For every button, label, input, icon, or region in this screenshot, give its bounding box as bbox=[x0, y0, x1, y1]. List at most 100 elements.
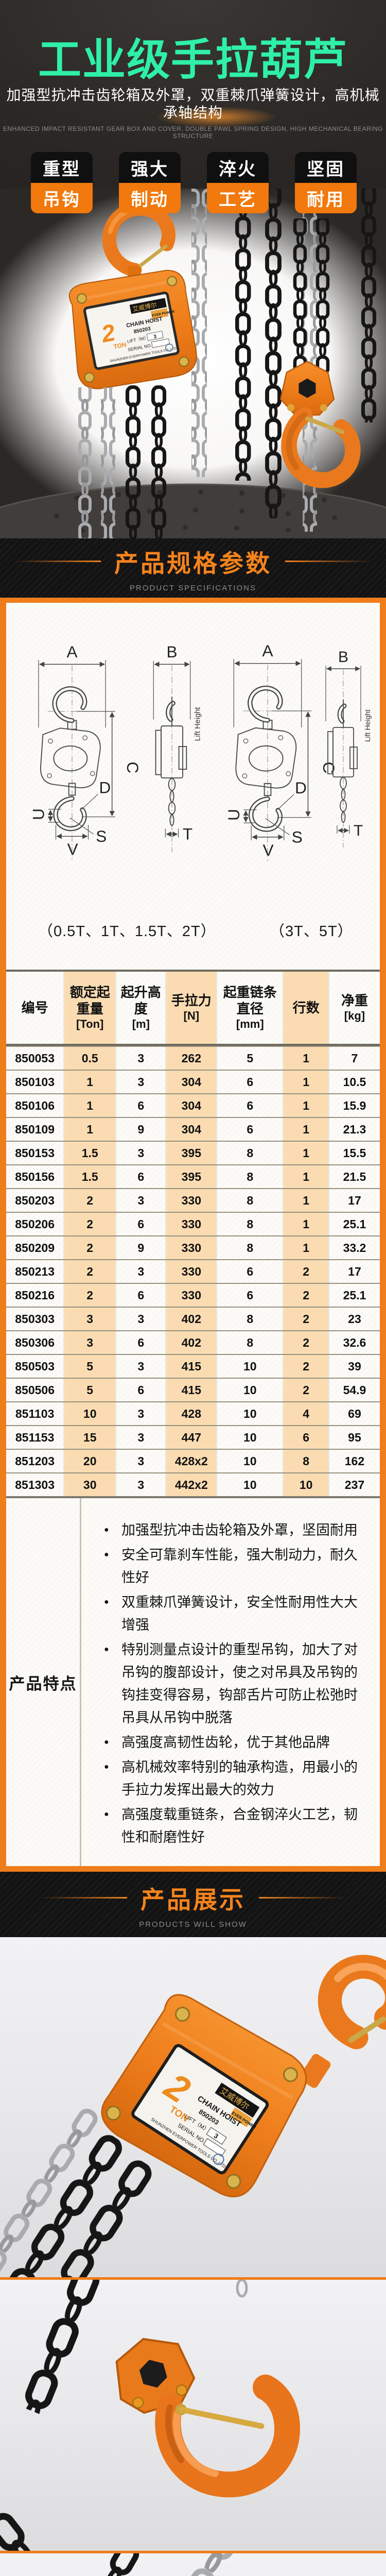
table-cell: 2 bbox=[284, 1331, 329, 1354]
table-cell: 3 bbox=[116, 1047, 167, 1070]
table-row: 850203 2 3 330 8 1 17 bbox=[6, 1188, 380, 1212]
table-cell: 850506 bbox=[6, 1379, 65, 1401]
feature-item: 特别测量点设计的重型吊钩，加大了对吊钩的腹部设计，使之对吊具及吊钩的钩挂变得容易… bbox=[104, 1638, 367, 1729]
header-unit: [N] bbox=[183, 1009, 200, 1022]
table-row: 850053 0.5 3 262 5 1 7 bbox=[6, 1046, 380, 1070]
table-cell: 1.5 bbox=[64, 1165, 117, 1188]
show-band-subtitle: PRODUCTS WILL SHOW bbox=[139, 1920, 247, 1929]
feature-badge-0: 重型 吊钩 bbox=[31, 152, 93, 213]
table-row: 850303 3 3 402 8 2 23 bbox=[6, 1307, 380, 1330]
table-cell: 1 bbox=[284, 1142, 329, 1164]
hero-subtitle-en: ENHANCED IMPACT RESISTANT GEAR BOX AND C… bbox=[3, 125, 383, 140]
table-cell: 330 bbox=[166, 1189, 218, 1212]
table-cell: 3 bbox=[116, 1450, 167, 1472]
header-title: 额定起重量 bbox=[69, 985, 110, 1016]
table-cell: 33.2 bbox=[343, 1241, 366, 1255]
table-cell: 17 bbox=[348, 1264, 361, 1278]
features-body: 加强型抗冲击齿轮箱及外罩，坚固耐用安全可靠刹车性能，强大制动力，耐久性好双重棘爪… bbox=[81, 1498, 380, 1866]
table-cell: 850203 bbox=[6, 1189, 65, 1212]
hero-subtitle: 加强型抗冲击齿轮箱及外罩，双重棘爪弹簧设计，高机械承轴结构 bbox=[6, 87, 380, 121]
header-unit: [m] bbox=[132, 1018, 150, 1030]
table-cell: 6 bbox=[116, 1165, 167, 1188]
table-row: 850156 1.5 6 395 8 1 21.5 bbox=[6, 1164, 380, 1188]
table-cell: 15.9 bbox=[343, 1098, 366, 1112]
table-row: 850506 5 6 415 10 2 54.9 bbox=[6, 1378, 380, 1401]
table-cell: 8 bbox=[284, 1450, 329, 1472]
table-cell: 3 bbox=[116, 1260, 167, 1283]
table-cell: 1 bbox=[284, 1047, 329, 1070]
table-cell: 2 bbox=[284, 1260, 329, 1283]
table-cell: 3 bbox=[116, 1426, 167, 1449]
table-cell: 402 bbox=[166, 1331, 218, 1354]
orange-divider bbox=[0, 2277, 386, 2280]
band-line-right bbox=[259, 1897, 345, 1899]
feature-item: 加强型抗冲击齿轮箱及外罩，坚固耐用 bbox=[104, 1519, 367, 1541]
table-cell: 9 bbox=[116, 1118, 167, 1141]
show-band-title: 产品展示 bbox=[141, 1886, 245, 1913]
badge-top-label: 坚固 bbox=[295, 152, 357, 183]
table-cell: 850156 bbox=[6, 1165, 65, 1188]
header-cell-2: 起升高度 [m] bbox=[116, 972, 167, 1044]
table-cell: 2 bbox=[64, 1213, 117, 1235]
table-cell: 6 bbox=[217, 1071, 284, 1093]
table-cell: 20 bbox=[64, 1450, 117, 1472]
table-cell: 23 bbox=[348, 1312, 361, 1326]
table-cell: 1 bbox=[64, 1094, 117, 1117]
header-cell-6: 净重 [kg] bbox=[329, 972, 380, 1044]
table-cell: 6 bbox=[217, 1118, 284, 1141]
features-label-cell: 产品特点 bbox=[6, 1498, 81, 1866]
table-cell: 3 bbox=[64, 1308, 117, 1330]
badge-top-label: 强大 bbox=[119, 152, 181, 183]
feature-item: 高强度高韧性齿轮，优于其他品牌 bbox=[104, 1731, 367, 1754]
table-cell: 2 bbox=[64, 1284, 117, 1307]
header-title: 净重 bbox=[341, 993, 368, 1008]
header-cell-4: 起重链条直径 [mm] bbox=[217, 972, 284, 1044]
table-cell: 3 bbox=[116, 1189, 167, 1212]
badge-top-label: 淬火 bbox=[207, 152, 269, 183]
table-cell: 1 bbox=[284, 1189, 329, 1212]
table-row: 850503 5 3 415 10 2 39 bbox=[6, 1354, 380, 1378]
table-cell: 428x2 bbox=[166, 1450, 218, 1472]
spec-table: 编号 额定起重量 [Ton] 起升高度 [m] 手拉力 [N] 起重链条直径 [mm] 行数 净重[… bbox=[6, 970, 380, 1496]
table-row: 850206 2 6 330 8 1 25.1 bbox=[6, 1212, 380, 1235]
feature-item: 双重棘爪弹簧设计，安全性耐用性大大增强 bbox=[104, 1591, 367, 1636]
table-cell: 2 bbox=[64, 1260, 117, 1283]
hook-photo-illustration bbox=[0, 2280, 300, 2551]
badge-bottom-label: 制动 bbox=[119, 183, 181, 213]
badge-bottom-label: 吊钩 bbox=[31, 183, 93, 213]
feature-item: 高机械效率特别的轴承构造，用最小的手拉力发挥出最大的效力 bbox=[104, 1756, 367, 1801]
table-cell: 8 bbox=[217, 1142, 284, 1164]
table-cell: 415 bbox=[166, 1355, 218, 1378]
table-cell: 851303 bbox=[6, 1473, 65, 1496]
table-cell: 262 bbox=[166, 1047, 218, 1070]
header-title: 起升高度 bbox=[120, 985, 161, 1016]
table-cell: 15 bbox=[64, 1426, 117, 1449]
dimension-drawing: A C bbox=[6, 603, 380, 918]
table-cell: 330 bbox=[166, 1213, 218, 1235]
spec-band-subtitle: PRODUCT SPECIFICATIONS bbox=[130, 584, 256, 592]
table-cell: 395 bbox=[166, 1165, 218, 1188]
table-cell: 850109 bbox=[6, 1118, 65, 1141]
orange-divider bbox=[0, 2551, 386, 2553]
table-cell: 2 bbox=[284, 1379, 329, 1401]
table-cell: 330 bbox=[166, 1284, 218, 1307]
table-cell: 415 bbox=[166, 1379, 218, 1401]
table-row: 850103 1 3 304 6 1 10.5 bbox=[6, 1070, 380, 1093]
table-cell: 10 bbox=[217, 1379, 284, 1401]
table-row: 850209 2 9 330 8 1 33.2 bbox=[6, 1235, 380, 1259]
table-row: 850106 1 6 304 6 1 15.9 bbox=[6, 1093, 380, 1117]
table-cell: 8 bbox=[217, 1189, 284, 1212]
table-cell: 1 bbox=[284, 1236, 329, 1259]
header-cell-0: 编号 bbox=[6, 972, 65, 1044]
table-cell: 1 bbox=[284, 1213, 329, 1235]
drawing-captions: （0.5T、1T、1.5T、2T） （3T、5T） bbox=[6, 919, 380, 940]
table-cell: 6 bbox=[116, 1331, 167, 1354]
table-row: 850153 1.5 3 395 8 1 15.5 bbox=[6, 1141, 380, 1164]
table-row: 851303 30 3 442x2 10 10 237 bbox=[6, 1472, 380, 1496]
table-cell: 3 bbox=[64, 1331, 117, 1354]
table-cell: 1 bbox=[64, 1118, 117, 1141]
header-title: 起重链条直径 bbox=[223, 985, 277, 1016]
table-cell: 10 bbox=[64, 1402, 117, 1425]
table-cell: 10 bbox=[217, 1402, 284, 1425]
table-cell: 30 bbox=[64, 1473, 117, 1496]
